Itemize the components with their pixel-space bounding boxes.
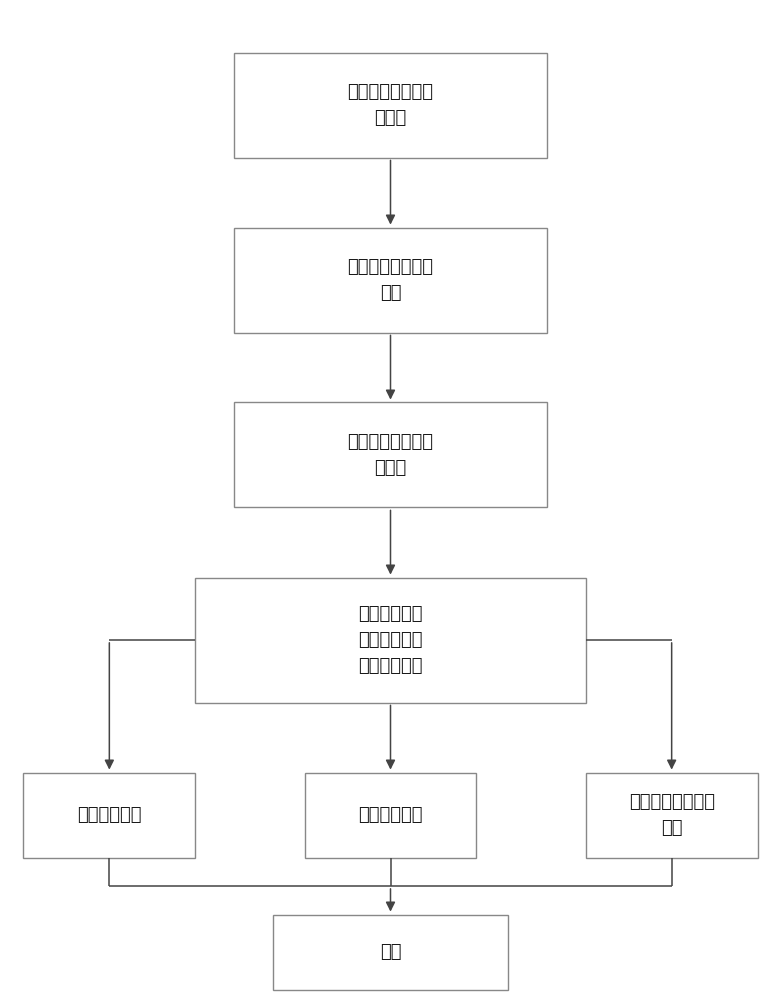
- Text: 设定加料回路
的预警参数，
判断预警类型: 设定加料回路 的预警参数， 判断预警类型: [358, 605, 423, 675]
- Bar: [195, 578, 586, 702]
- Bar: [234, 52, 547, 157]
- Bar: [305, 772, 476, 857]
- Text: 推断故障记录的分
布函数: 推断故障记录的分 布函数: [348, 83, 433, 127]
- Text: 建立加料回路的数
据模型: 建立加料回路的数 据模型: [348, 433, 433, 477]
- Text: 长期预警算法: 长期预警算法: [358, 806, 423, 824]
- Bar: [23, 772, 195, 857]
- Bar: [273, 914, 508, 990]
- Text: 计算平均故障间隔
时间: 计算平均故障间隔 时间: [348, 258, 433, 302]
- Bar: [234, 402, 547, 507]
- Text: 短期预警算法: 短期预警算法: [77, 806, 141, 824]
- Text: 报警: 报警: [380, 943, 401, 961]
- Bar: [234, 228, 547, 332]
- Bar: [586, 772, 758, 857]
- Text: 管道压力回路预警
算法: 管道压力回路预警 算法: [629, 793, 715, 837]
